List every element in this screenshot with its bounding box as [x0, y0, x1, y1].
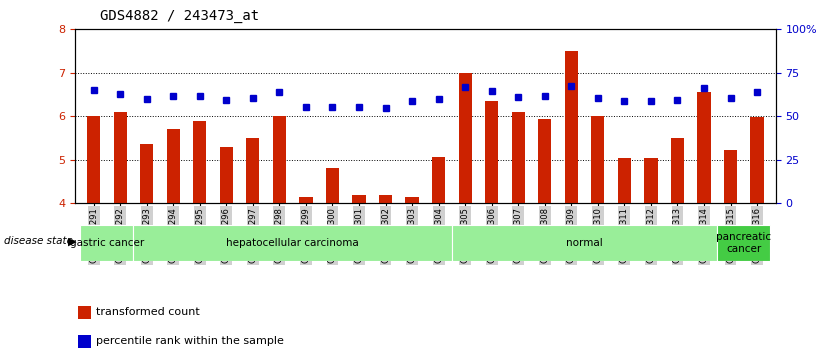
Text: disease state: disease state: [4, 236, 73, 246]
Text: pancreatic
cancer: pancreatic cancer: [716, 232, 771, 254]
Bar: [452, 225, 717, 261]
Bar: [326, 168, 339, 203]
Bar: [133, 225, 452, 261]
Bar: [644, 158, 657, 203]
Bar: [697, 92, 711, 203]
Bar: [565, 51, 578, 203]
Bar: [352, 195, 365, 203]
Bar: [618, 158, 631, 203]
Text: hepatocellular carcinoma: hepatocellular carcinoma: [226, 238, 359, 248]
Bar: [87, 116, 100, 203]
Bar: [671, 138, 684, 203]
Text: gastric cancer: gastric cancer: [70, 238, 144, 248]
Text: normal: normal: [566, 238, 603, 248]
Bar: [299, 197, 313, 203]
Bar: [219, 147, 233, 203]
Bar: [511, 112, 525, 203]
Text: ▶: ▶: [68, 236, 77, 246]
Bar: [246, 138, 259, 203]
Bar: [724, 150, 737, 203]
Bar: [167, 129, 180, 203]
Bar: [432, 157, 445, 203]
Bar: [591, 116, 605, 203]
Text: percentile rank within the sample: percentile rank within the sample: [96, 336, 284, 346]
Bar: [273, 116, 286, 203]
Bar: [405, 197, 419, 203]
Bar: [193, 121, 206, 203]
Text: transformed count: transformed count: [96, 307, 199, 317]
Bar: [538, 119, 551, 203]
Bar: [717, 225, 771, 261]
Bar: [80, 225, 133, 261]
Bar: [379, 195, 392, 203]
Bar: [485, 101, 498, 203]
Bar: [113, 112, 127, 203]
Bar: [140, 144, 153, 203]
Bar: [751, 118, 764, 203]
Bar: [459, 73, 472, 203]
Text: GDS4882 / 243473_at: GDS4882 / 243473_at: [100, 9, 259, 23]
